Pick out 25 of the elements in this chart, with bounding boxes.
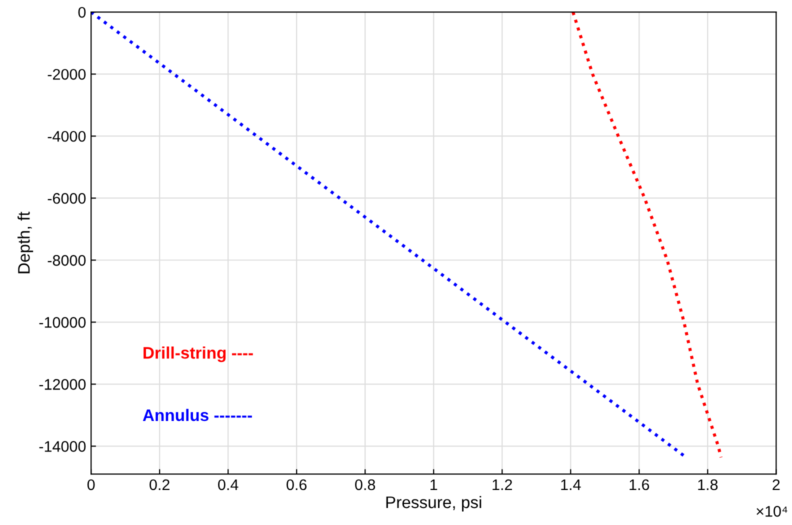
y-tick-label: -12000	[39, 379, 86, 390]
x-axis-title: Pressure, psi	[386, 496, 482, 512]
x-tick-label: 0.6	[286, 479, 307, 490]
y-axis-title: Depth, ft	[18, 212, 34, 274]
x-tick-label: 0.8	[355, 479, 376, 490]
y-tick-label: -6000	[48, 192, 86, 204]
x-tick-label: 1	[430, 479, 438, 490]
y-tick-label: -2000	[48, 68, 86, 80]
x-tick-label: 1.6	[630, 479, 650, 490]
x-tick-label: 1.8	[698, 479, 718, 490]
y-tick-label: -8000	[48, 254, 86, 266]
x-tick-label: 0.2	[150, 479, 170, 490]
x-tick-label: 0.4	[218, 479, 238, 490]
y-tick-label: -4000	[48, 130, 86, 142]
y-tick-label: -10000	[39, 317, 86, 328]
x-tick-label: 1.2	[492, 479, 512, 490]
text: Annulus -------	[142, 408, 252, 422]
x-tick-label: 2	[772, 479, 780, 490]
y-tick-label: -14000	[39, 441, 86, 452]
text: ×10⁴	[756, 506, 788, 517]
line-series	[572, 12, 723, 459]
y-tick-label: 0	[78, 6, 86, 18]
x-tick-label: 0	[87, 479, 95, 490]
x-tick-label: 1.4	[561, 479, 581, 490]
text: Drill-string ----	[144, 346, 253, 362]
